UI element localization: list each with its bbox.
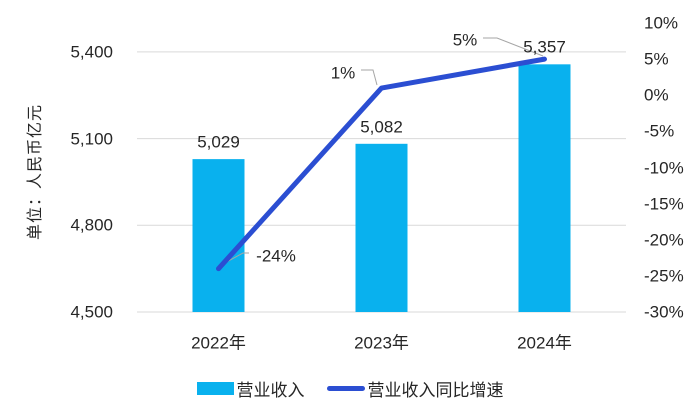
leader-line [483,37,544,57]
y2-axis-tick-label: 5% [644,49,669,69]
y2-axis-tick-label: -10% [644,158,684,177]
y-axis-tick-label: 5,400 [70,42,113,62]
bar-2024年 [518,64,571,313]
growth-line [216,56,547,272]
y-axis-tick-label: 4,500 [70,302,113,322]
y2-axis-tick-label: -15% [644,194,684,214]
leader-line [361,69,378,86]
y2-axis-tick-label: 0% [644,85,669,105]
bar-value-label: 5,357 [523,37,566,57]
bar-value-label: 5,082 [360,117,403,137]
y2-axis-tick-label: -30% [644,302,684,322]
y2-axis-tick-label: -5% [644,121,675,141]
x-axis-tick-label: 2024年 [517,333,572,353]
legend-item-growth: 营业收入同比增速 [326,376,504,401]
legend-label-revenue: 营业收入 [236,380,305,400]
y-axis-tick-label: 5,100 [70,129,113,149]
bar-2023年 [355,143,408,312]
legend: 营业收入 营业收入同比增速 [0,376,700,400]
line-point-label: -24% [256,246,296,266]
legend-item-revenue: 营业收入 [196,376,305,401]
y-axis-tick-label: 4,800 [70,215,113,235]
x-axis-tick-label: 2022年 [191,333,246,353]
y2-axis-tick-label: -25% [644,266,684,286]
x-axis-tick-label: 2023年 [354,333,409,353]
legend-line-swatch-icon [326,385,365,391]
line-point-label: 5% [452,30,478,50]
legend-bar-swatch-icon [196,381,234,395]
y2-axis-tick-label: -20% [644,230,684,250]
line-point-label: 1% [330,63,356,83]
bar-2022年 [192,159,245,312]
legend-label-growth: 营业收入同比增速 [367,380,504,400]
bar-value-label: 5,029 [197,132,240,152]
y2-axis-tick-label: 10% [644,13,679,33]
y-axis-title: 单位：人民币亿元 [27,103,44,241]
